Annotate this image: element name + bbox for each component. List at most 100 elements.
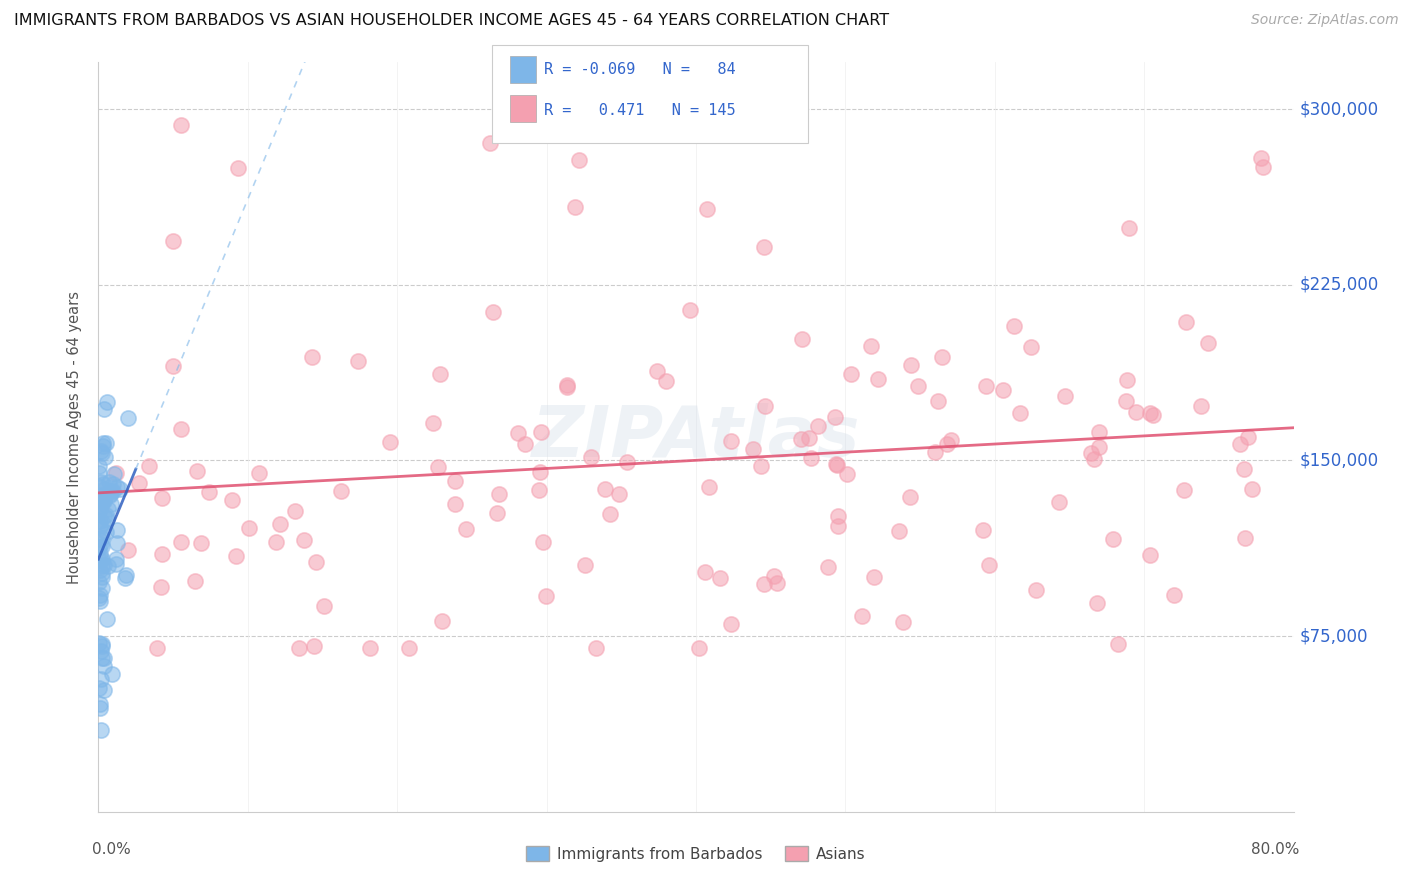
Point [301,350,323,364]
Point [91,640,114,654]
Point [87,553,110,567]
Point [89,494,111,508]
Point [1142,408,1164,422]
Point [91,436,114,450]
Point [506,425,529,440]
Point [96,512,118,526]
Point [1237,430,1260,444]
Point [89,700,111,714]
Point [284,504,307,518]
Point [101,484,124,499]
Point [607,486,630,500]
Point [103,467,125,481]
Point [238,521,260,535]
Point [790,432,813,446]
Point [94,450,117,464]
Point [720,434,742,449]
Point [96,612,118,626]
Point [1083,452,1105,467]
Point [91,516,114,530]
Point [1107,637,1129,651]
Point [90,553,112,567]
Point [807,418,830,433]
Point [87,495,110,509]
Point [936,437,959,451]
Point [1080,446,1102,460]
Point [891,615,914,630]
Point [162,359,184,373]
Point [89,521,111,535]
Point [105,552,128,566]
Text: 0.0%: 0.0% [93,842,131,856]
Point [530,425,553,440]
Point [1163,588,1185,602]
Point [1002,318,1025,333]
Point [87,532,110,546]
Point [117,411,139,425]
Point [488,487,510,501]
Point [817,560,839,574]
Point [900,358,922,372]
Point [835,467,858,481]
Point [939,433,962,447]
Point [688,640,710,655]
Point [1250,151,1272,165]
Point [790,332,813,346]
Point [87,505,110,519]
Point [89,697,111,711]
Point [752,240,775,254]
Point [931,350,953,364]
Point [1233,531,1256,545]
Point [860,338,883,352]
Point [1125,405,1147,419]
Point [564,200,586,214]
Point [797,431,820,445]
Point [824,410,846,425]
Point [422,416,444,430]
Point [90,723,112,737]
Point [91,651,114,665]
Point [100,497,122,511]
Point [90,558,112,573]
Point [170,535,193,549]
Point [226,161,249,176]
Point [94,508,117,523]
Point [1054,389,1077,403]
Point [146,640,169,655]
Point [1047,494,1070,508]
Point [555,380,578,394]
Point [1085,596,1108,610]
Point [90,570,112,584]
Point [91,439,114,453]
Point [696,202,718,216]
Point [90,672,112,686]
Text: IMMIGRANTS FROM BARBADOS VS ASIAN HOUSEHOLDER INCOME AGES 45 - 64 YEARS CORRELAT: IMMIGRANTS FROM BARBADOS VS ASIAN HOUSEH… [14,13,889,29]
Point [1197,335,1219,350]
Point [1101,532,1123,546]
Point [754,399,776,413]
Point [269,517,291,532]
Point [824,458,846,472]
Point [183,574,205,589]
Point [347,353,370,368]
Point [90,444,112,458]
Point [149,581,172,595]
Point [977,558,1000,573]
Point [1025,583,1047,598]
Point [866,372,889,386]
Text: $225,000: $225,000 [1299,276,1379,293]
Point [557,378,579,392]
Point [114,571,136,585]
Point [101,477,124,491]
Point [87,540,110,554]
Point [98,488,121,502]
Point [190,536,212,550]
Point [568,153,591,167]
Point [314,599,336,614]
Point [1173,483,1195,497]
Point [1229,437,1251,451]
Y-axis label: Householder Income Ages 45 - 64 years: Householder Income Ages 45 - 64 years [67,291,83,583]
Point [693,565,716,579]
Point [678,303,700,318]
Point [827,519,849,533]
